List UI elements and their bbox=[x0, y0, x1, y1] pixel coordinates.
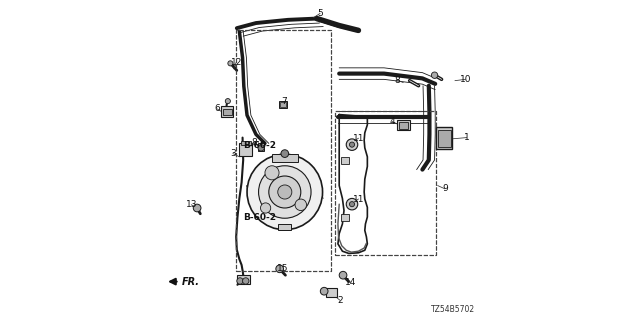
Text: 5: 5 bbox=[317, 9, 323, 18]
Circle shape bbox=[243, 278, 249, 284]
Bar bbox=[436, 127, 452, 149]
Bar bbox=[340, 157, 349, 164]
Text: 12: 12 bbox=[230, 58, 242, 67]
Circle shape bbox=[339, 271, 347, 279]
Circle shape bbox=[265, 166, 279, 180]
Text: 15: 15 bbox=[277, 264, 289, 273]
Bar bbox=[278, 224, 291, 230]
Text: 2: 2 bbox=[337, 296, 342, 305]
Text: 9: 9 bbox=[442, 184, 447, 193]
Bar bbox=[326, 288, 337, 297]
Bar bbox=[397, 120, 410, 130]
Circle shape bbox=[295, 199, 307, 211]
Bar bbox=[272, 154, 298, 162]
Bar bbox=[241, 141, 251, 145]
Text: TZ54B5702: TZ54B5702 bbox=[431, 305, 475, 314]
Text: 6: 6 bbox=[214, 104, 220, 113]
Bar bbox=[236, 30, 331, 271]
Circle shape bbox=[259, 166, 311, 218]
Bar bbox=[258, 143, 264, 151]
Circle shape bbox=[247, 154, 323, 230]
Circle shape bbox=[346, 198, 358, 210]
Text: 8: 8 bbox=[394, 76, 399, 84]
Bar bbox=[279, 101, 287, 108]
Circle shape bbox=[269, 176, 301, 208]
Text: 3: 3 bbox=[230, 149, 236, 158]
Circle shape bbox=[225, 99, 230, 104]
Text: FR.: FR. bbox=[182, 276, 200, 287]
Circle shape bbox=[349, 142, 355, 147]
Bar bbox=[335, 111, 436, 255]
Circle shape bbox=[346, 139, 358, 150]
Bar bbox=[223, 109, 232, 115]
Bar bbox=[221, 106, 233, 117]
Circle shape bbox=[228, 61, 233, 66]
Circle shape bbox=[193, 204, 201, 212]
Bar bbox=[399, 122, 408, 129]
Text: 8: 8 bbox=[251, 138, 257, 147]
Bar bbox=[237, 275, 250, 284]
Text: 4: 4 bbox=[390, 117, 395, 126]
Text: 11: 11 bbox=[353, 195, 364, 204]
Text: B-60-2: B-60-2 bbox=[243, 213, 276, 222]
Text: 1: 1 bbox=[464, 133, 469, 142]
Bar bbox=[236, 30, 331, 271]
Text: 14: 14 bbox=[345, 278, 356, 287]
Circle shape bbox=[431, 72, 438, 78]
Text: 11: 11 bbox=[353, 134, 364, 143]
Text: 7: 7 bbox=[282, 97, 287, 106]
Bar bbox=[340, 214, 349, 221]
Circle shape bbox=[349, 202, 355, 207]
Text: B-60-2: B-60-2 bbox=[243, 141, 276, 150]
Circle shape bbox=[258, 145, 264, 151]
Bar bbox=[239, 143, 252, 156]
Bar bbox=[335, 111, 436, 255]
Text: 13: 13 bbox=[186, 200, 197, 209]
Bar bbox=[280, 102, 286, 107]
Text: 10: 10 bbox=[460, 75, 471, 84]
Circle shape bbox=[260, 203, 271, 213]
Circle shape bbox=[276, 265, 284, 273]
Circle shape bbox=[237, 278, 243, 284]
Bar bbox=[438, 130, 451, 147]
Circle shape bbox=[281, 150, 289, 157]
Circle shape bbox=[321, 287, 328, 295]
Circle shape bbox=[278, 185, 292, 199]
